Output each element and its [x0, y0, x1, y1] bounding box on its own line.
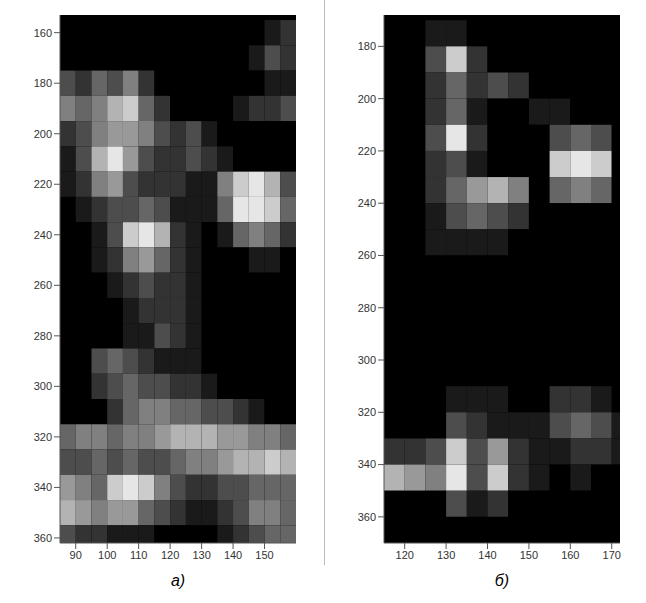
svg-text:100: 100	[98, 549, 116, 561]
svg-text:130: 130	[192, 549, 210, 561]
svg-text:280: 280	[34, 330, 52, 342]
svg-text:240: 240	[34, 229, 52, 241]
svg-text:140: 140	[224, 549, 242, 561]
svg-text:320: 320	[34, 431, 52, 443]
svg-text:180: 180	[34, 77, 52, 89]
svg-text:150: 150	[255, 549, 273, 561]
svg-text:260: 260	[34, 279, 52, 291]
svg-text:150: 150	[520, 549, 538, 561]
svg-text:340: 340	[358, 458, 376, 470]
svg-text:180: 180	[358, 40, 376, 52]
svg-text:300: 300	[358, 354, 376, 366]
svg-text:110: 110	[130, 549, 148, 561]
svg-text:260: 260	[358, 249, 376, 261]
svg-text:220: 220	[358, 145, 376, 157]
svg-text:300: 300	[34, 380, 52, 392]
html-text:а): а)	[170, 572, 186, 589]
svg-text:130: 130	[437, 549, 455, 561]
svg-text:140: 140	[478, 549, 496, 561]
svg-text:240: 240	[358, 197, 376, 209]
svg-text:280: 280	[358, 302, 376, 314]
svg-text:360: 360	[34, 532, 52, 544]
svg-text:90: 90	[70, 549, 82, 561]
svg-text:220: 220	[34, 178, 52, 190]
svg-text:360: 360	[358, 511, 376, 523]
html-text:б): б)	[494, 572, 510, 589]
svg-text:120: 120	[396, 549, 414, 561]
svg-text:160: 160	[34, 27, 52, 39]
svg-text:320: 320	[358, 406, 376, 418]
svg-text:160: 160	[561, 549, 579, 561]
svg-text:340: 340	[34, 481, 52, 493]
svg-text:200: 200	[358, 93, 376, 105]
svg-text:120: 120	[161, 549, 179, 561]
svg-text:170: 170	[603, 549, 621, 561]
svg-text:200: 200	[34, 128, 52, 140]
